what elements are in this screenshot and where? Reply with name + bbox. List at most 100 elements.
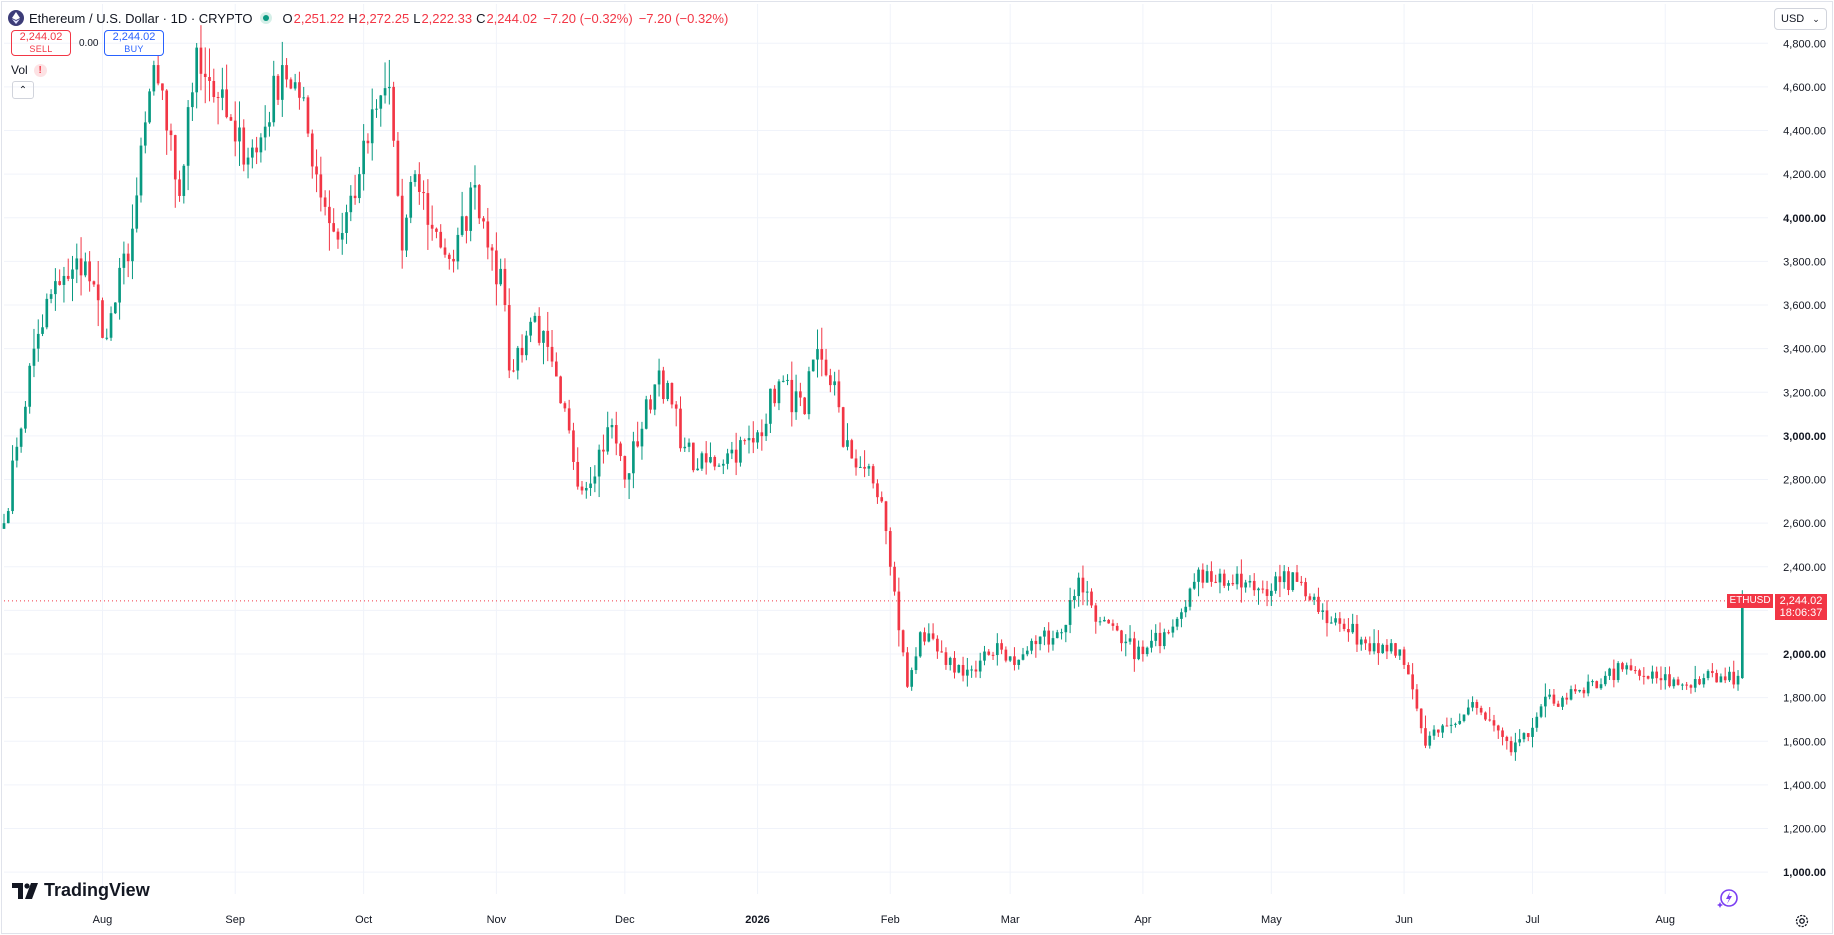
candle-body	[1004, 649, 1008, 661]
candle-body	[580, 486, 584, 491]
candle-body	[726, 453, 729, 464]
candle-body	[1257, 588, 1260, 591]
candle-body	[328, 206, 331, 224]
price-tick-label: 2,400.00	[1783, 562, 1826, 574]
candle-body	[229, 117, 233, 121]
tradingview-logo-icon	[12, 882, 38, 899]
candle-body	[1612, 668, 1616, 681]
candle-body	[554, 361, 558, 377]
candle-body	[1407, 664, 1410, 675]
candle-body	[1702, 678, 1706, 685]
candle-body	[1475, 702, 1479, 708]
candle-body	[1325, 610, 1329, 624]
candle-body	[764, 423, 768, 437]
tradingview-logo[interactable]: TradingView	[12, 880, 150, 901]
candle-body	[212, 80, 216, 98]
candle-body	[1389, 643, 1393, 652]
magic-assistant-icon[interactable]	[1717, 887, 1739, 909]
price-axis[interactable]: 1,000.00 1,200.00 1,400.00 1,600.00 1,800.00…	[1783, 38, 1826, 879]
candle-body	[379, 95, 383, 109]
candle-body	[683, 446, 687, 449]
candle-body	[1394, 643, 1397, 656]
candle-body	[1098, 621, 1102, 623]
candle-body	[1621, 663, 1624, 670]
sell-button[interactable]: 2,244.02 SELL	[11, 30, 71, 56]
candle-body	[58, 281, 61, 285]
last-price-tag: 2,244.02 18:06:37	[1775, 594, 1827, 620]
candle-body	[1728, 671, 1731, 681]
candle-body	[692, 442, 695, 471]
buy-button[interactable]: 2,244.02 BUY	[104, 30, 164, 56]
candle-body	[186, 107, 190, 166]
candle-body	[1167, 632, 1170, 634]
candle-body	[413, 174, 417, 182]
candle-body	[614, 425, 618, 444]
candle-body	[512, 370, 515, 372]
symbol-title[interactable]: Ethereum / U.S. Dollar · 1D · CRYPTO	[29, 10, 253, 26]
collapse-legend-button[interactable]: ⌃	[12, 81, 34, 99]
candle-body	[225, 89, 228, 118]
candle-body	[1304, 582, 1307, 597]
volume-label: Vol	[11, 63, 28, 77]
candle-body	[1522, 733, 1526, 740]
candle-body	[319, 174, 323, 198]
candle-body	[280, 65, 284, 100]
ethereum-logo-icon	[8, 10, 24, 26]
candle-body	[1218, 573, 1222, 583]
candle-body	[1599, 684, 1603, 689]
currency-value: USD	[1781, 13, 1805, 25]
candle-body	[71, 269, 74, 279]
candle-body	[1073, 596, 1076, 601]
candle-body	[1479, 707, 1483, 713]
candle-body	[1150, 640, 1153, 648]
candle-body	[135, 195, 139, 229]
symbol-legend: Ethereum / U.S. Dollar · 1D · CRYPTO O 2,…	[8, 8, 728, 28]
symbol-price-tag: ETHUSD	[1727, 594, 1773, 608]
candle-body	[1441, 725, 1444, 733]
candle-body	[1723, 676, 1727, 681]
candle-body	[439, 231, 443, 248]
price-tick-label: 1,000.00	[1783, 867, 1826, 879]
candle-body	[858, 466, 862, 468]
price-tick-label: 4,000.00	[1783, 213, 1826, 225]
price-tick-label: 2,600.00	[1783, 518, 1826, 530]
candle-body	[499, 268, 502, 285]
candle-body	[901, 630, 905, 653]
currency-selector[interactable]: USD ⌄	[1774, 8, 1827, 30]
candle-body	[370, 109, 374, 144]
time-axis[interactable]: Aug Sep Oct Nov Dec 2026 Feb Mar Apr May Jun Jul Aug	[93, 914, 1675, 926]
candle-body	[1034, 640, 1038, 645]
candle-body	[255, 147, 258, 153]
candle-body	[1274, 576, 1277, 591]
warning-icon[interactable]: !	[33, 63, 47, 77]
candle-body	[182, 165, 186, 196]
candle-body	[1252, 580, 1256, 591]
candle-body	[1492, 720, 1496, 726]
candle-body	[2, 523, 6, 529]
candle-body	[332, 223, 336, 232]
candle-body	[306, 97, 310, 134]
candle-body	[1526, 733, 1530, 737]
candle-body	[1663, 674, 1667, 681]
brand-name: TradingView	[44, 880, 150, 900]
candle-body	[1154, 632, 1158, 641]
time-tick-label: Aug	[93, 914, 113, 926]
candle-body	[1329, 622, 1333, 624]
candle-body	[199, 47, 203, 74]
candle-body	[1158, 632, 1162, 647]
candle-body	[178, 179, 181, 196]
candle-body	[1334, 618, 1337, 623]
settings-gear-icon[interactable]	[1793, 912, 1811, 930]
price-tick-label: 4,800.00	[1783, 38, 1826, 50]
candle-body	[657, 370, 661, 385]
candle-body	[871, 466, 875, 484]
candle-body	[233, 120, 237, 142]
volume-indicator[interactable]: Vol !	[11, 63, 47, 77]
candle-body	[606, 427, 610, 452]
candle-body	[559, 376, 562, 404]
low-label: L	[413, 10, 421, 26]
candle-body	[32, 348, 36, 366]
candle-body	[203, 73, 207, 78]
change-value-repeat: −7.20 (−0.32%)	[638, 10, 729, 26]
